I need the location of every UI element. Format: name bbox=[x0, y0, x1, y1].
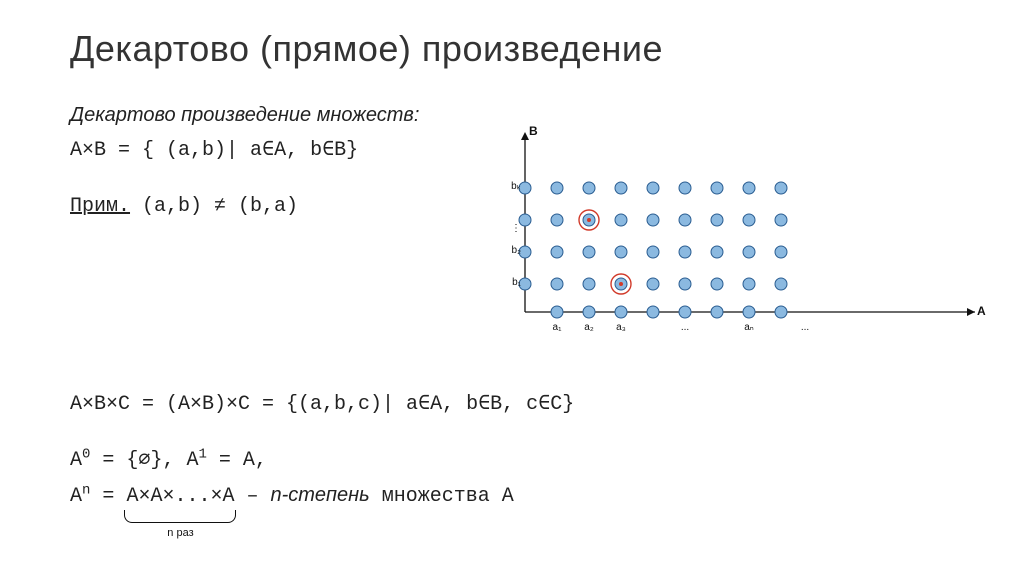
y-tick-label: ⋮ bbox=[499, 223, 521, 234]
power-defs-line1: A0 = {∅}, A1 = A, bbox=[70, 444, 984, 478]
power-defs-line2: An = A×A×...×An раз – n-степень множеств… bbox=[70, 478, 984, 514]
x-tick-label: a₂ bbox=[577, 322, 601, 333]
x-tick-label: ... bbox=[793, 322, 817, 333]
x-axis-label: A bbox=[977, 304, 986, 318]
triple-product-line: A×B×C = (A×B)×C = {(a,b,c)| a∈A, b∈B, c∈… bbox=[70, 388, 984, 422]
x-tick-label: a₃ bbox=[609, 322, 633, 333]
y-tick-label: b₂ bbox=[499, 245, 521, 256]
cartesian-diagram: B A a₁ a₂ a₃... aₙ... b₁ b₂ ⋮ bₖ bbox=[485, 126, 985, 356]
slide-title: Декартово (прямое) произведение bbox=[70, 28, 954, 70]
x-tick-label: aₙ bbox=[737, 322, 761, 333]
underbrace-label: n раз bbox=[126, 524, 234, 543]
y-tick-label: bₖ bbox=[499, 181, 521, 192]
x-tick-label: a₁ bbox=[545, 322, 569, 333]
y-tick-label: b₁ bbox=[499, 277, 521, 288]
x-tick-label: ... bbox=[673, 322, 697, 333]
y-axis-label: B bbox=[529, 124, 538, 138]
